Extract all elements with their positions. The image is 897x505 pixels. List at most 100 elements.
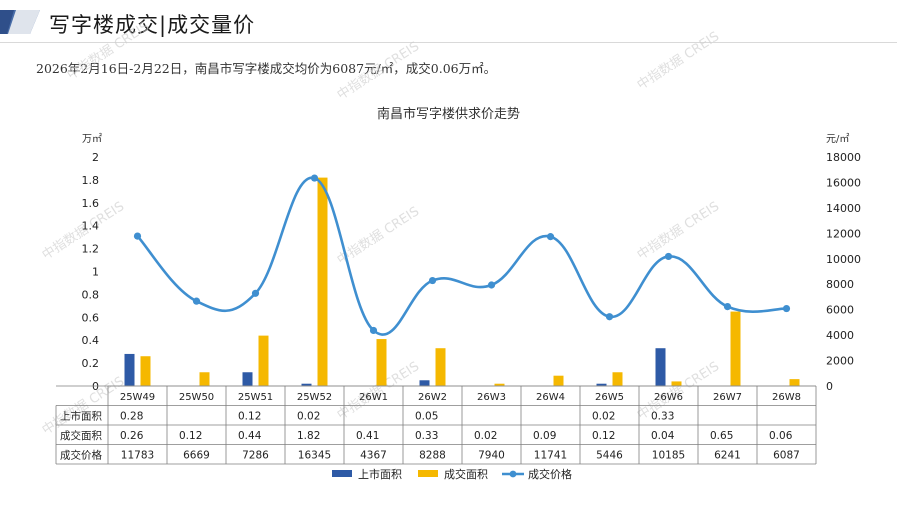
- right-tick-label: 12000: [826, 227, 861, 240]
- right-tick-label: 10000: [826, 253, 861, 266]
- category-label: 26W7: [713, 392, 742, 403]
- right-tick-label: 0: [826, 380, 833, 393]
- header-tab-shape: [0, 10, 40, 34]
- chart-title: 南昌市写字楼供求价走势: [376, 107, 520, 122]
- data-label: 7286: [242, 450, 269, 462]
- right-axis-unit: 元/㎡: [826, 134, 850, 145]
- right-tick-label: 2000: [826, 355, 854, 368]
- left-tick-label: 0.2: [82, 357, 100, 370]
- legend-swatch-marker: [509, 470, 517, 478]
- category-label: 26W1: [359, 392, 388, 403]
- price-point: [310, 174, 319, 182]
- left-tick-label: 1.6: [82, 197, 100, 210]
- table-series-name: 成交价格: [60, 449, 102, 462]
- bar-listed-area: [124, 353, 135, 386]
- data-label: 0.05: [415, 411, 438, 423]
- summary-text: 2026年2月16日-2月22日，南昌市写字楼成交均价为6087元/㎡，成交0.…: [36, 61, 497, 76]
- data-label: 0.12: [238, 411, 261, 423]
- data-label: 0.02: [297, 411, 320, 423]
- data-label: 0.06: [769, 430, 793, 442]
- data-label: 7940: [478, 450, 505, 462]
- bar-deal-area: [553, 375, 564, 386]
- page-title: 写字楼成交|成交量价: [49, 13, 256, 37]
- legend-swatch: [332, 470, 352, 477]
- category-label: 26W3: [477, 392, 506, 403]
- price-point: [192, 297, 201, 305]
- data-label: 0.26: [120, 430, 144, 442]
- data-label: 6087: [773, 450, 800, 462]
- category-label: 25W49: [120, 392, 155, 403]
- data-label: 5446: [596, 450, 623, 462]
- data-label: 16345: [298, 450, 331, 462]
- bar-deal-area: [199, 372, 210, 386]
- price-point: [546, 233, 555, 241]
- price-point: [605, 313, 614, 321]
- left-tick-label: 0.4: [82, 334, 100, 347]
- bar-deal-area: [258, 335, 269, 386]
- bar-deal-area: [376, 339, 387, 386]
- bar-listed-area: [301, 383, 312, 386]
- data-label: 6241: [714, 450, 741, 462]
- price-line: [136, 176, 787, 336]
- data-label: 0.09: [533, 430, 556, 442]
- right-tick-label: 4000: [826, 329, 854, 342]
- right-tick-label: 16000: [826, 176, 861, 189]
- data-label: 10185: [652, 450, 685, 462]
- data-label: 6669: [183, 450, 210, 462]
- legend-swatch: [418, 470, 438, 477]
- left-tick-label: 1.4: [82, 220, 100, 233]
- data-label: 0.33: [651, 411, 674, 423]
- right-tick-label: 8000: [826, 278, 854, 291]
- bar-deal-area: [494, 383, 505, 386]
- left-axis-unit: 万㎡: [82, 134, 102, 145]
- legend-label: 成交面积: [444, 467, 488, 481]
- bar-deal-area: [435, 348, 446, 386]
- category-label: 25W50: [179, 392, 214, 403]
- left-tick-label: 1: [92, 266, 99, 279]
- data-label: 0.12: [179, 430, 202, 442]
- data-label: 0.02: [592, 411, 615, 423]
- category-label: 25W51: [238, 392, 273, 403]
- right-tick-label: 18000: [826, 151, 861, 164]
- legend-label: 成交价格: [528, 467, 572, 481]
- bar-listed-area: [655, 348, 666, 386]
- data-label: 0.04: [651, 430, 675, 442]
- price-point: [133, 232, 142, 240]
- price-point: [369, 326, 378, 335]
- price-point: [251, 289, 260, 297]
- data-label: 0.28: [120, 411, 143, 423]
- category-label: 26W2: [418, 392, 447, 403]
- data-label: 1.82: [297, 430, 320, 442]
- price-point: [487, 281, 496, 289]
- data-label: 0.33: [415, 430, 438, 442]
- bar-listed-area: [419, 380, 430, 386]
- left-tick-label: 1.8: [82, 174, 100, 187]
- bar-deal-area: [789, 379, 800, 386]
- data-label: 0.41: [356, 430, 379, 442]
- category-label: 25W52: [297, 392, 332, 403]
- bar-listed-area: [596, 383, 607, 386]
- data-label: 11783: [121, 450, 154, 462]
- data-label: 0.12: [592, 430, 615, 442]
- category-label: 26W5: [595, 392, 624, 403]
- data-label: 0.44: [238, 430, 262, 442]
- data-label: 0.65: [710, 430, 733, 442]
- price-point: [782, 304, 791, 313]
- table-series-name: 成交面积: [60, 429, 102, 442]
- right-tick-label: 6000: [826, 304, 854, 317]
- category-label: 26W4: [536, 392, 565, 403]
- data-label: 8288: [419, 450, 446, 462]
- bar-deal-area: [140, 356, 151, 386]
- bar-deal-area: [671, 381, 682, 386]
- legend-label: 上市面积: [358, 467, 402, 481]
- bar-listed-area: [242, 372, 253, 386]
- left-tick-label: 1.2: [82, 243, 100, 256]
- right-tick-label: 14000: [826, 202, 861, 215]
- data-label: 11741: [534, 450, 567, 462]
- table-series-name: 上市面积: [60, 410, 102, 423]
- price-point: [664, 252, 673, 261]
- price-point: [723, 303, 732, 311]
- data-label: 0.02: [474, 430, 497, 442]
- left-tick-label: 0.8: [82, 288, 100, 301]
- bar-deal-area: [730, 311, 741, 386]
